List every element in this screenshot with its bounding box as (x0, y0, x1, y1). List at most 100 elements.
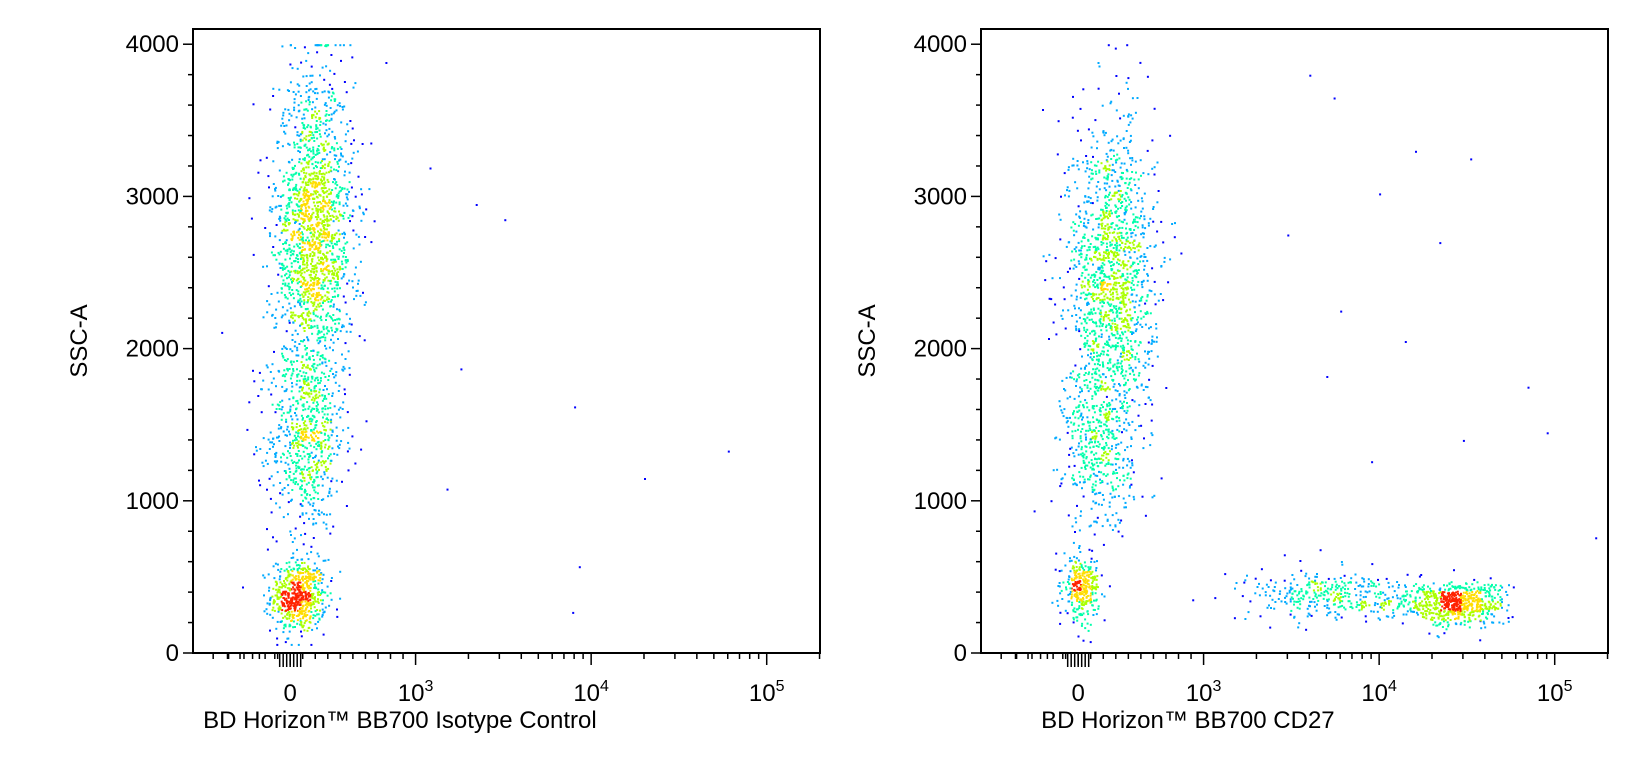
data-point (1130, 189, 1133, 192)
data-point (297, 215, 300, 218)
data-point (296, 568, 299, 571)
data-point (312, 497, 315, 499)
data-point (1088, 568, 1091, 570)
data-point (258, 479, 260, 482)
data-point (267, 285, 270, 288)
data-point (322, 143, 325, 146)
data-point (308, 474, 311, 477)
data-point (338, 447, 341, 450)
data-point (324, 163, 327, 166)
data-point (297, 293, 300, 296)
data-point (1090, 146, 1093, 149)
data-point (313, 190, 316, 193)
data-point (312, 601, 315, 604)
data-point (308, 517, 310, 520)
data-point (294, 607, 297, 610)
data-point (1086, 316, 1089, 319)
data-point (1155, 340, 1158, 343)
data-point (311, 117, 314, 119)
data-point (297, 230, 300, 233)
data-point (321, 394, 324, 397)
data-point (317, 145, 320, 147)
data-point (1103, 214, 1106, 217)
data-point (302, 277, 305, 280)
data-point (320, 592, 322, 595)
data-point (315, 522, 318, 525)
data-point (1082, 406, 1085, 409)
data-point (297, 402, 299, 405)
data-point (323, 473, 326, 476)
data-point (1069, 416, 1071, 419)
data-point (1075, 557, 1078, 560)
data-point (1116, 342, 1119, 344)
data-point (321, 262, 324, 265)
data-point (321, 272, 324, 275)
data-point (305, 391, 308, 394)
data-point (347, 350, 350, 353)
data-point (310, 65, 313, 68)
data-point (297, 150, 300, 152)
data-point (296, 254, 299, 257)
data-point (289, 573, 292, 576)
data-point (298, 188, 301, 191)
data-point (310, 466, 313, 469)
data-point (1115, 443, 1118, 446)
data-point (324, 376, 327, 378)
data-point (321, 478, 324, 481)
data-point (1075, 484, 1078, 487)
data-point (309, 88, 312, 91)
data-point (283, 369, 286, 372)
data-point (1088, 573, 1091, 576)
data-point (268, 303, 271, 306)
data-point (274, 317, 277, 319)
data-point (287, 463, 290, 466)
data-point (312, 572, 315, 575)
data-point (1094, 484, 1097, 487)
data-point (1134, 429, 1137, 432)
data-point (292, 321, 295, 324)
data-point (1127, 87, 1129, 90)
data-point (1111, 529, 1114, 531)
data-point (327, 243, 330, 246)
data-point (1102, 459, 1105, 462)
data-point (303, 327, 306, 329)
data-point (305, 100, 308, 103)
data-point (298, 589, 301, 592)
data-point (300, 488, 303, 491)
data-point (315, 448, 318, 451)
data-point (338, 443, 341, 446)
data-point (313, 277, 316, 280)
data-point (291, 442, 294, 445)
data-point (1095, 185, 1098, 188)
data-point (1106, 349, 1109, 352)
data-point (336, 194, 339, 196)
data-point (1095, 325, 1098, 328)
data-point (1127, 113, 1130, 116)
data-point (1098, 374, 1101, 377)
data-point (316, 570, 318, 573)
data-point (288, 565, 291, 568)
data-point (351, 157, 354, 160)
data-point (330, 95, 333, 98)
data-point (1100, 381, 1103, 384)
data-point (1128, 486, 1131, 489)
data-point (1134, 358, 1137, 361)
data-point (309, 586, 312, 589)
data-point (1124, 449, 1126, 452)
data-point (1144, 323, 1147, 326)
data-point (313, 586, 316, 589)
data-point (296, 601, 299, 604)
data-point (318, 44, 321, 47)
data-point (302, 364, 305, 367)
data-point (1104, 232, 1107, 235)
data-point (1077, 581, 1080, 584)
data-point (291, 541, 294, 543)
data-point (1084, 344, 1087, 347)
data-point (291, 613, 294, 616)
data-point (370, 142, 373, 145)
data-point (1116, 472, 1119, 474)
data-point (280, 620, 282, 623)
data-point (294, 314, 297, 317)
data-point (317, 579, 320, 582)
data-point (331, 447, 334, 450)
